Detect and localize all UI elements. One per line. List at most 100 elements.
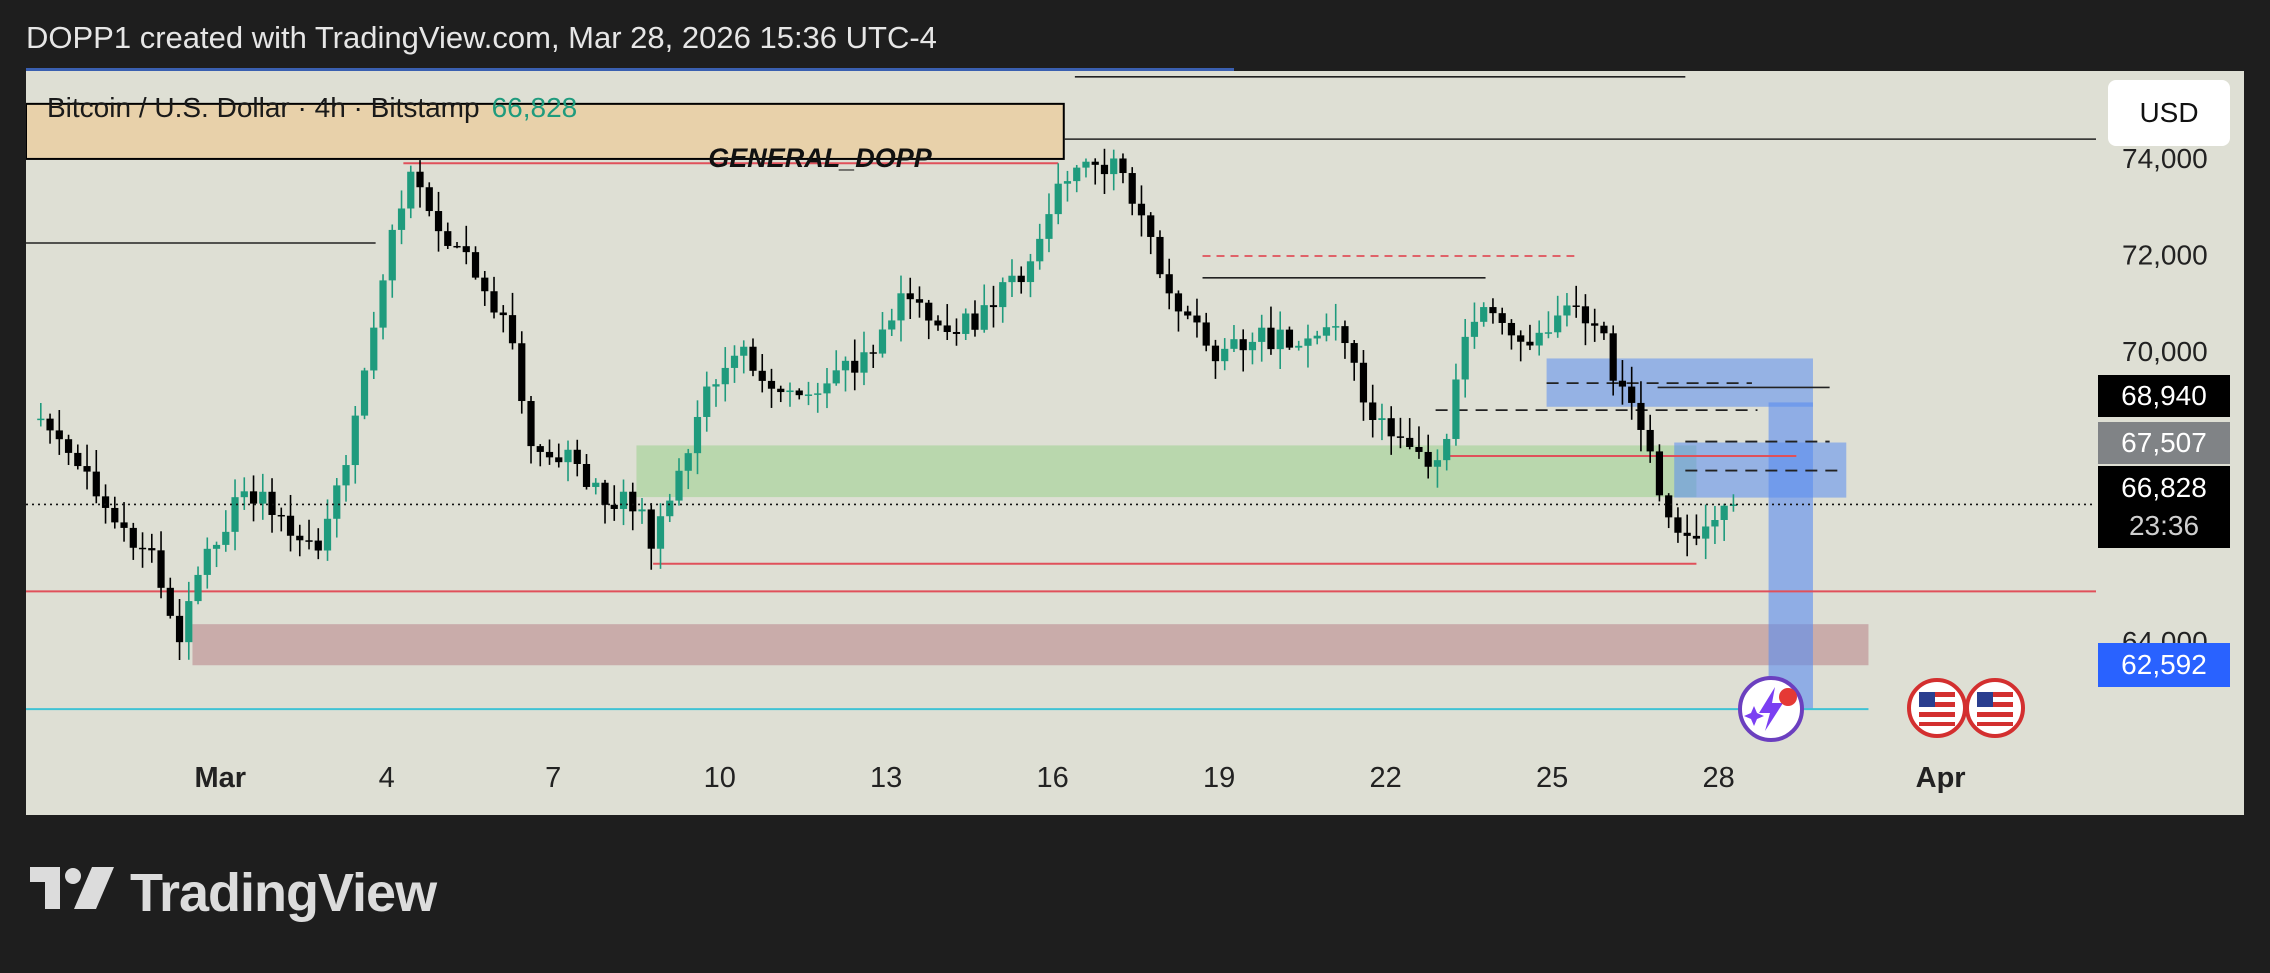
lightning-sparkle-icon[interactable] (1738, 676, 1804, 742)
blue-zone-mid (1674, 442, 1847, 498)
candle-down (1618, 380, 1627, 387)
candle-up (619, 491, 628, 509)
candle-down (111, 507, 119, 523)
candle-up (1554, 315, 1562, 333)
candle-up (1063, 181, 1072, 184)
candle-down (1674, 517, 1682, 533)
candle-down (499, 312, 507, 316)
time-axis-label: 10 (704, 762, 736, 794)
candle-up (656, 516, 665, 549)
candle-down (1239, 339, 1247, 351)
candle-up (1110, 158, 1118, 175)
candle-down (749, 346, 757, 371)
candle-down (573, 449, 581, 464)
candle-down (601, 482, 609, 505)
candle-down (1091, 161, 1099, 165)
supply-zone-general-dopp (26, 102, 1065, 160)
time-axis-label: Mar (194, 762, 246, 794)
candlestick-series (37, 148, 1738, 660)
candle-down (1285, 329, 1294, 348)
candle-up (1304, 338, 1312, 346)
candle-down (1692, 535, 1701, 539)
candle-up (407, 171, 415, 209)
candle-down (1359, 362, 1368, 403)
candle-down (1517, 335, 1525, 342)
candle-down (314, 540, 322, 551)
candle-down (1600, 325, 1608, 334)
candle-up (1452, 379, 1460, 439)
candle-down (1655, 451, 1664, 496)
candle-up (823, 383, 831, 394)
candle-up (1026, 261, 1035, 283)
candle-up (897, 293, 905, 321)
time-axis-label: Apr (1916, 762, 1966, 794)
price-axis-label: 70,000 (2122, 336, 2208, 367)
candle-up (1332, 326, 1340, 328)
candle-up (1276, 329, 1284, 350)
candle-down (444, 231, 452, 246)
blue-vertical-zone (1768, 402, 1813, 710)
candle-down (166, 587, 174, 616)
candle-up (231, 497, 239, 532)
candle-down (1609, 333, 1617, 381)
currency-button[interactable]: USD (2108, 80, 2230, 146)
candle-down (1202, 322, 1210, 346)
candle-down (138, 547, 147, 550)
candle-up (1711, 519, 1719, 527)
price-label-level-2: 67,507 (2098, 422, 2230, 464)
candle-up (740, 346, 748, 356)
candle-up (814, 393, 822, 395)
candle-down (286, 515, 295, 536)
candle-down (305, 540, 313, 542)
candle-down (1174, 293, 1183, 312)
candle-down (971, 313, 979, 330)
candle-down (1572, 305, 1580, 307)
us-flag-icon[interactable] (1965, 678, 2025, 738)
candle-down (582, 463, 591, 487)
candle-down (425, 187, 433, 212)
candle-up (703, 386, 711, 417)
candle-down (508, 315, 517, 344)
candle-up (240, 491, 248, 498)
candle-down (767, 380, 776, 389)
candle-down (1498, 313, 1506, 323)
chart-area[interactable]: GENERAL_DOPP 74,000 72,000 70,000 64,000 Ma… (26, 71, 2244, 815)
candle-down (1137, 203, 1146, 216)
candle-down (46, 418, 54, 431)
chart-snapshot-header: DOPP1 created with TradingView.com, Mar … (26, 20, 937, 55)
candle-down (120, 522, 128, 528)
symbol-legend: Bitcoin / U.S. Dollar · 4h · Bitstamp 66,… (47, 92, 577, 124)
candle-up (832, 370, 840, 384)
tradingview-logo[interactable]: TradingView (30, 862, 437, 924)
candle-up (379, 280, 387, 328)
price-label-level-1: 68,940 (2098, 375, 2230, 417)
candle-down (1147, 215, 1155, 237)
candle-down (555, 457, 563, 463)
candle-down (915, 299, 924, 303)
candle-down (1119, 158, 1127, 174)
candle-up (323, 518, 332, 551)
candle-down (453, 245, 461, 248)
candle-down (1267, 327, 1275, 350)
candle-up (564, 449, 572, 463)
candle-down (1193, 315, 1201, 323)
candle-down (629, 491, 637, 512)
candle-down (1683, 532, 1691, 536)
candle-down (1350, 343, 1358, 363)
candle-down (1100, 164, 1109, 175)
candle-down (545, 451, 554, 458)
candle-down (175, 615, 184, 643)
blue-zone-upper (1546, 358, 1813, 407)
candle-up (1443, 438, 1451, 461)
candle-up (1082, 161, 1090, 168)
candle-down (490, 291, 498, 313)
candle-down (83, 466, 91, 472)
candle-down (101, 496, 110, 508)
candle-up (888, 320, 896, 330)
candle-up (1221, 348, 1229, 362)
candle-up (730, 355, 739, 368)
candle-up (185, 601, 193, 643)
candle-up (333, 485, 341, 519)
us-flag-icon[interactable] (1907, 678, 1967, 738)
